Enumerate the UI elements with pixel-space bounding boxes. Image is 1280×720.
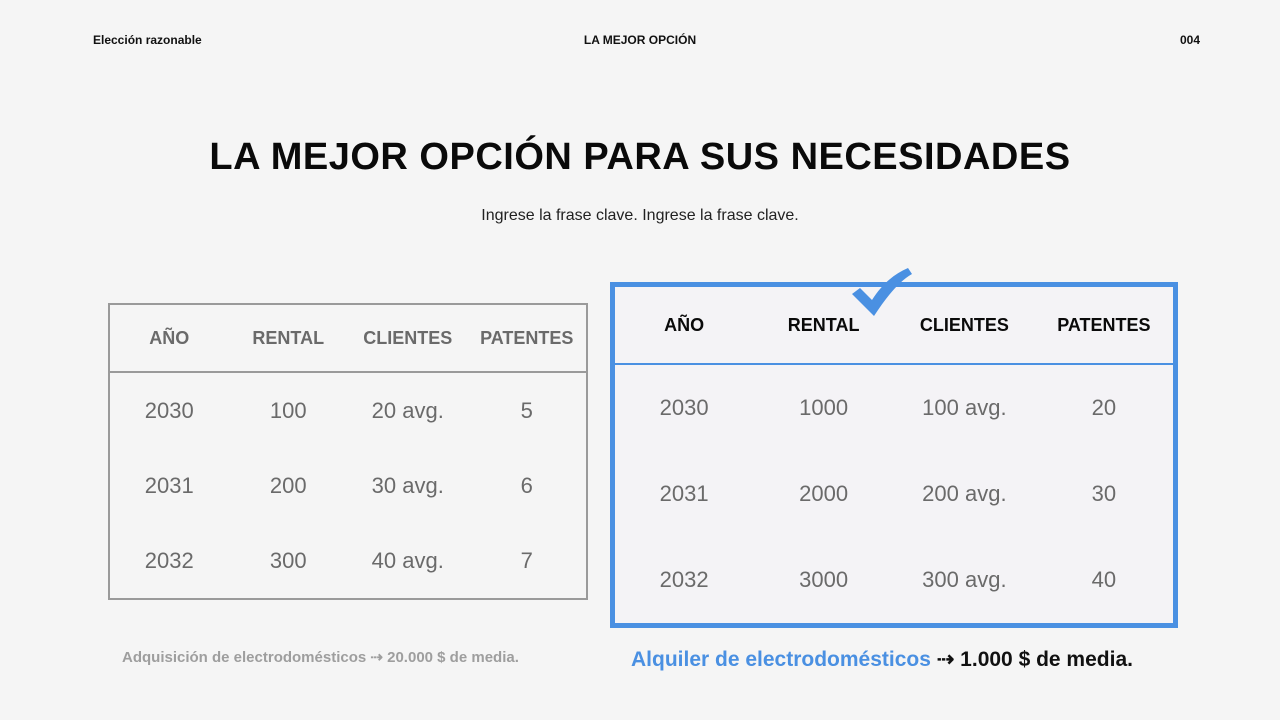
column-header: RENTAL <box>228 304 348 373</box>
table-row: 2030 1000 100 avg. 20 <box>613 364 1176 451</box>
table-cell: 2030 <box>144 397 194 423</box>
column-header: PATENTES <box>467 304 587 373</box>
header-center-label: LA MEJOR OPCIÓN <box>583 33 697 47</box>
table-cell: 20 avg. <box>371 397 444 423</box>
rental-comparison-table: AÑO RENTAL CLIENTES PATENTES 2030 1000 1… <box>610 282 1178 628</box>
header-left-label: Elección razonable <box>93 33 202 47</box>
table-cell: 30 <box>1091 481 1117 506</box>
table-header-row: AÑO RENTAL CLIENTES PATENTES <box>109 304 587 373</box>
table-row: 2032 3000 300 avg. 40 <box>613 537 1176 626</box>
table-header-row: AÑO RENTAL CLIENTES PATENTES <box>612 284 1176 365</box>
page-title: LA MEJOR OPCIÓN PARA SUS NECESIDADES <box>209 136 1071 178</box>
page-number: 004 <box>1179 33 1200 47</box>
column-header: AÑO <box>612 284 754 365</box>
checkmark-icon <box>852 268 912 316</box>
page-subtitle: Ingrese la frase clave. Ingrese la frase… <box>481 207 799 224</box>
column-header: AÑO <box>109 304 229 373</box>
table-cell: 40 avg. <box>371 547 444 573</box>
table-row: 2030 100 20 avg. 5 <box>109 372 587 448</box>
purchase-summary: Adquisición de electrodomésticos ⇢ 20.00… <box>122 649 519 666</box>
column-header: RENTAL <box>753 284 894 365</box>
table-row: 2031 2000 200 avg. 30 <box>613 451 1176 537</box>
table-cell: 2031 <box>659 481 709 506</box>
table-cell: 2032 <box>659 567 709 592</box>
table-cell: 20 <box>1091 395 1117 420</box>
table-cell: 40 <box>1091 567 1117 592</box>
table-cell: 2031 <box>144 472 194 498</box>
table-cell: 2032 <box>144 547 194 573</box>
table-cell: 1000 <box>799 395 849 420</box>
table-cell: 5 <box>520 397 533 423</box>
table-cell: 100 <box>269 397 307 423</box>
table-cell: 300 <box>269 547 307 573</box>
table-cell: 7 <box>520 547 533 573</box>
column-header: CLIENTES <box>348 304 468 373</box>
column-header: CLIENTES <box>894 284 1035 365</box>
table-cell: 200 avg. <box>922 481 1007 506</box>
table-cell: 2000 <box>799 481 849 506</box>
purchase-comparison-table: AÑO RENTAL CLIENTES PATENTES 2030 100 20… <box>108 303 588 600</box>
rental-summary: Alquiler de electrodomésticos ⇢ 1.000 $ … <box>631 647 1133 672</box>
table-row: 2031 200 30 avg. 6 <box>109 448 587 523</box>
table-cell: 300 avg. <box>922 567 1007 592</box>
column-header: PATENTES <box>1034 284 1176 365</box>
table-cell: 2030 <box>659 395 709 420</box>
table-cell: 100 avg. <box>922 395 1007 420</box>
table-row: 2032 300 40 avg. 7 <box>109 523 587 599</box>
table-cell: 30 avg. <box>371 472 444 498</box>
rental-summary-value: ⇢ 1.000 $ de media. <box>930 648 1133 671</box>
table-cell: 6 <box>520 472 533 498</box>
table-cell: 3000 <box>799 567 849 592</box>
table-cell: 200 <box>269 472 307 498</box>
rental-summary-highlight: Alquiler de electrodomésticos <box>631 648 931 671</box>
